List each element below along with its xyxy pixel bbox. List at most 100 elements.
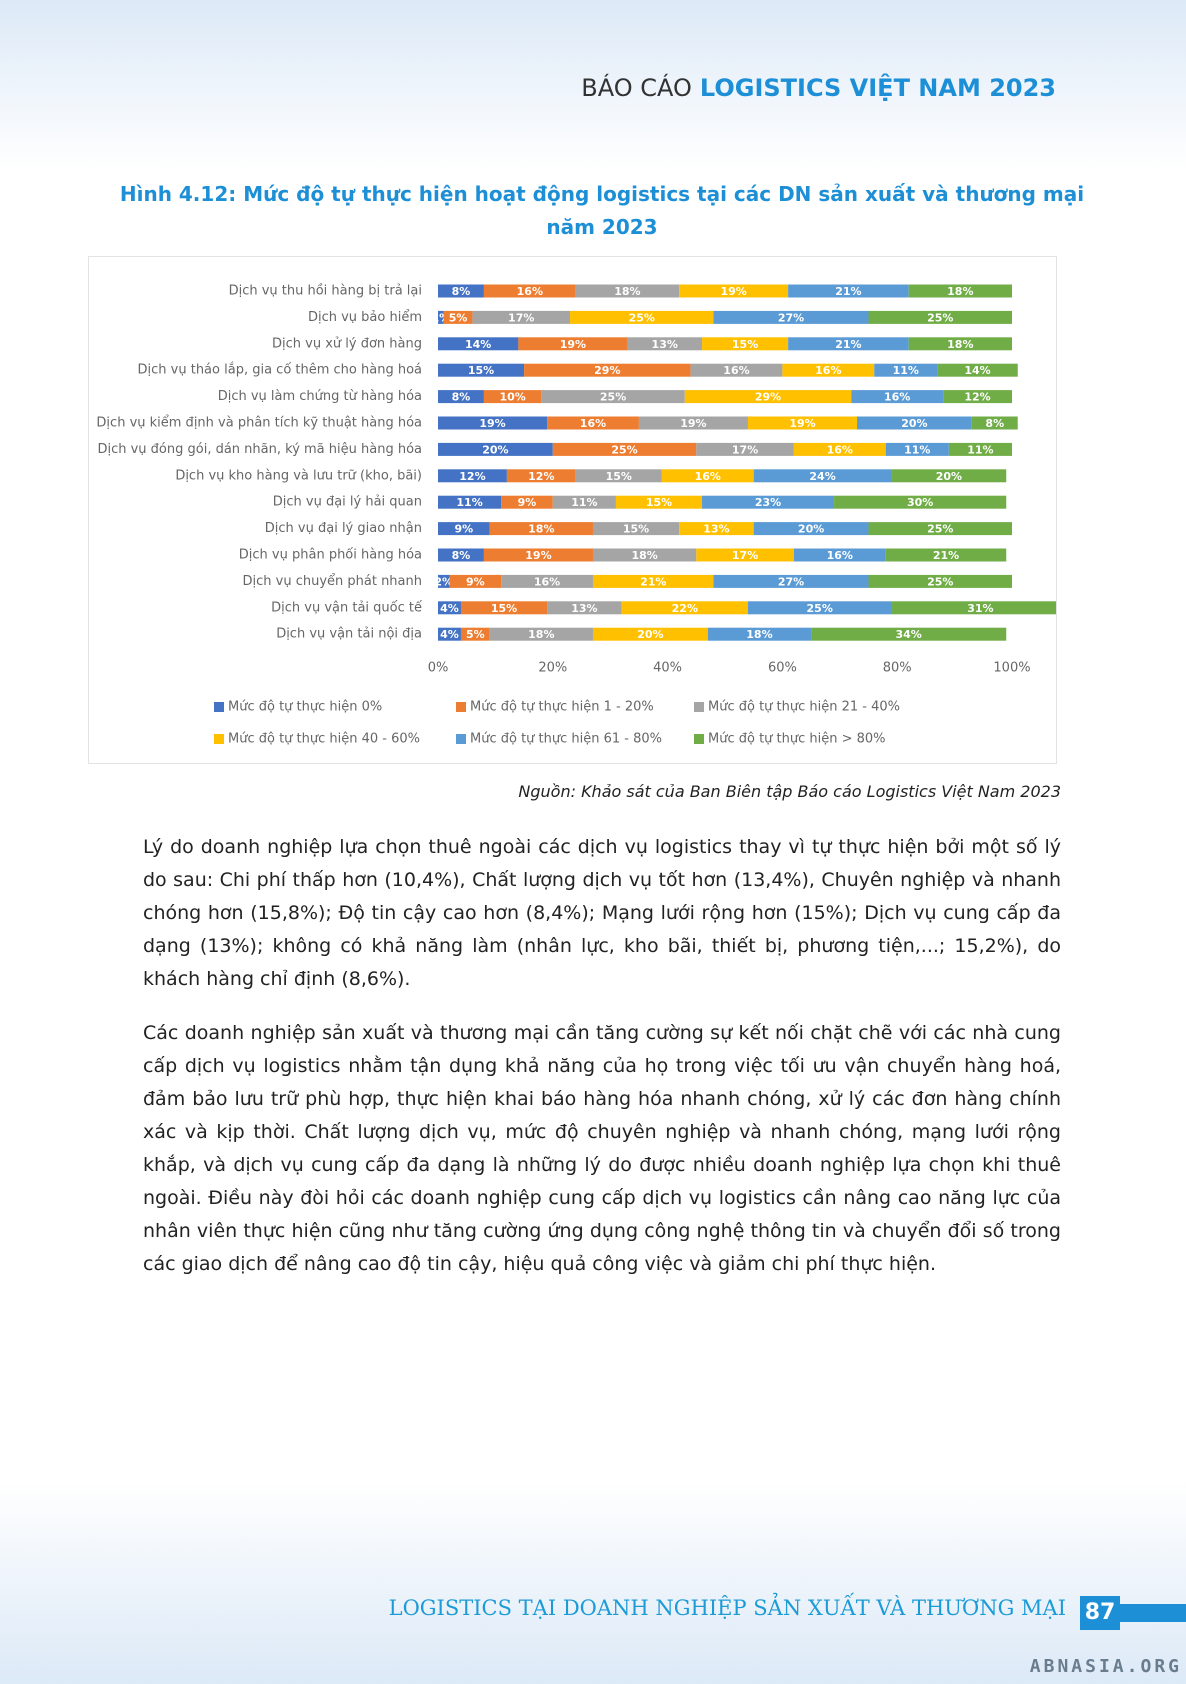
data-label: 11% bbox=[967, 443, 993, 456]
bar-segment bbox=[679, 522, 754, 536]
bar-segment bbox=[438, 522, 490, 536]
data-label: 19% bbox=[525, 549, 551, 562]
data-label: 15% bbox=[623, 523, 649, 536]
legend-label: Mức độ tự thực hiện > 80% bbox=[708, 732, 886, 747]
bar-segment bbox=[438, 442, 553, 456]
bar-segment bbox=[713, 310, 869, 324]
bar-segment bbox=[943, 390, 1012, 404]
data-label: 16% bbox=[517, 285, 543, 298]
category-label: Dịch vụ chuyển phát nhanh bbox=[242, 574, 422, 589]
data-label: 25% bbox=[927, 523, 953, 536]
bar-segment bbox=[948, 442, 1012, 456]
bar-segment bbox=[592, 522, 680, 536]
bar-segment bbox=[460, 601, 548, 615]
data-label: 21% bbox=[835, 338, 861, 351]
bar-segment bbox=[638, 416, 748, 430]
footer-title: LOGISTICS TẠI DOANH NGHIỆP SẢN XUẤT VÀ T… bbox=[388, 1596, 1066, 1620]
bar-segment bbox=[575, 469, 662, 483]
data-label: 18% bbox=[746, 628, 772, 641]
watermark: ABNASIA.ORG bbox=[1029, 1656, 1182, 1677]
category-label: Dịch vụ phân phối hàng hóa bbox=[239, 548, 422, 563]
data-label: 11% bbox=[904, 443, 930, 456]
data-label: 25% bbox=[629, 311, 655, 324]
bar-segment bbox=[891, 601, 1070, 615]
data-label: 5% bbox=[449, 311, 468, 324]
source: Nguồn: Khảo sát của Ban Biên tập Báo cáo… bbox=[518, 782, 1061, 801]
bar-segment bbox=[627, 337, 703, 351]
bar-segment bbox=[438, 627, 461, 641]
data-label: 9% bbox=[454, 523, 473, 536]
bar-segment bbox=[506, 469, 576, 483]
data-label: 24% bbox=[809, 470, 835, 483]
legend-swatch bbox=[214, 734, 224, 744]
bar-segment bbox=[885, 442, 949, 456]
data-label: 20% bbox=[901, 417, 927, 430]
data-label: 17% bbox=[732, 549, 758, 562]
category-label: Dịch vụ kho hàng và lưu trữ (kho, bãi) bbox=[175, 468, 422, 483]
bar-segment bbox=[489, 627, 593, 641]
data-label: 12% bbox=[964, 391, 990, 404]
bar-segment bbox=[857, 416, 972, 430]
legend-swatch bbox=[214, 702, 224, 712]
data-label: 27% bbox=[778, 575, 804, 588]
bar-segment bbox=[971, 416, 1018, 430]
x-tick-label: 60% bbox=[768, 661, 797, 676]
data-label: 4% bbox=[440, 602, 459, 615]
x-tick-label: 100% bbox=[993, 661, 1030, 676]
caption: năm 2023 bbox=[546, 215, 658, 239]
data-label: 15% bbox=[468, 364, 494, 377]
data-label: 19% bbox=[560, 338, 586, 351]
bar-segment bbox=[753, 522, 869, 536]
data-label: 9% bbox=[466, 575, 485, 588]
bar-segment bbox=[874, 363, 938, 377]
bar-segment bbox=[747, 416, 858, 430]
data-label: 16% bbox=[723, 364, 749, 377]
data-label: 8% bbox=[452, 391, 471, 404]
bar-segment bbox=[696, 548, 794, 562]
category-label: Dịch vụ đóng gói, dán nhãn, ký mã hiệu h… bbox=[97, 442, 422, 457]
bar-segment bbox=[679, 284, 789, 298]
bar-segment bbox=[707, 627, 812, 641]
data-label: 21% bbox=[835, 285, 861, 298]
data-label: 11% bbox=[571, 496, 597, 509]
bar-segment bbox=[937, 363, 1018, 377]
bar-segment bbox=[661, 469, 754, 483]
bar-segment bbox=[834, 495, 1007, 509]
data-label: 16% bbox=[534, 575, 560, 588]
data-label: 20% bbox=[936, 470, 962, 483]
bar-segment bbox=[908, 337, 1012, 351]
bar-segment bbox=[552, 442, 697, 456]
bar-segment bbox=[793, 548, 886, 562]
category-label: Dịch vụ vận tải quốc tế bbox=[271, 600, 422, 615]
bar-segment bbox=[851, 390, 944, 404]
data-label: 4% bbox=[440, 628, 459, 641]
legend-swatch bbox=[456, 702, 466, 712]
bar-segment bbox=[696, 442, 794, 456]
category-label: Dịch vụ thu hồi hàng bị trả lại bbox=[229, 284, 422, 299]
bar-segment bbox=[460, 627, 490, 641]
data-label: 11% bbox=[893, 364, 919, 377]
bar-segment bbox=[438, 337, 519, 351]
data-label: 18% bbox=[947, 338, 973, 351]
category-label: Dịch vụ kiểm định và phân tích kỹ thuật … bbox=[96, 416, 422, 431]
data-label: 18% bbox=[528, 628, 554, 641]
bar-segment bbox=[547, 416, 639, 430]
bar-segment bbox=[575, 284, 680, 298]
bar-segment bbox=[891, 469, 1007, 483]
footer-bar bbox=[1120, 1604, 1186, 1622]
bar-segment bbox=[518, 337, 628, 351]
category-label: Dịch vụ đại lý giao nhận bbox=[265, 521, 422, 536]
legend-swatch bbox=[694, 734, 704, 744]
data-label: 18% bbox=[947, 285, 973, 298]
data-label: 14% bbox=[964, 364, 990, 377]
legend-label: Mức độ tự thực hiện 1 - 20% bbox=[470, 700, 654, 715]
bar-segment bbox=[747, 601, 892, 615]
bar-segment bbox=[592, 574, 714, 588]
data-label: 2% bbox=[434, 575, 453, 588]
header-title: LOGISTICS VIỆT NAM 2023 bbox=[699, 74, 1056, 102]
bar-segment bbox=[793, 442, 886, 456]
data-label: 8% bbox=[452, 549, 471, 562]
data-label: 16% bbox=[884, 391, 910, 404]
data-label: 13% bbox=[652, 338, 678, 351]
